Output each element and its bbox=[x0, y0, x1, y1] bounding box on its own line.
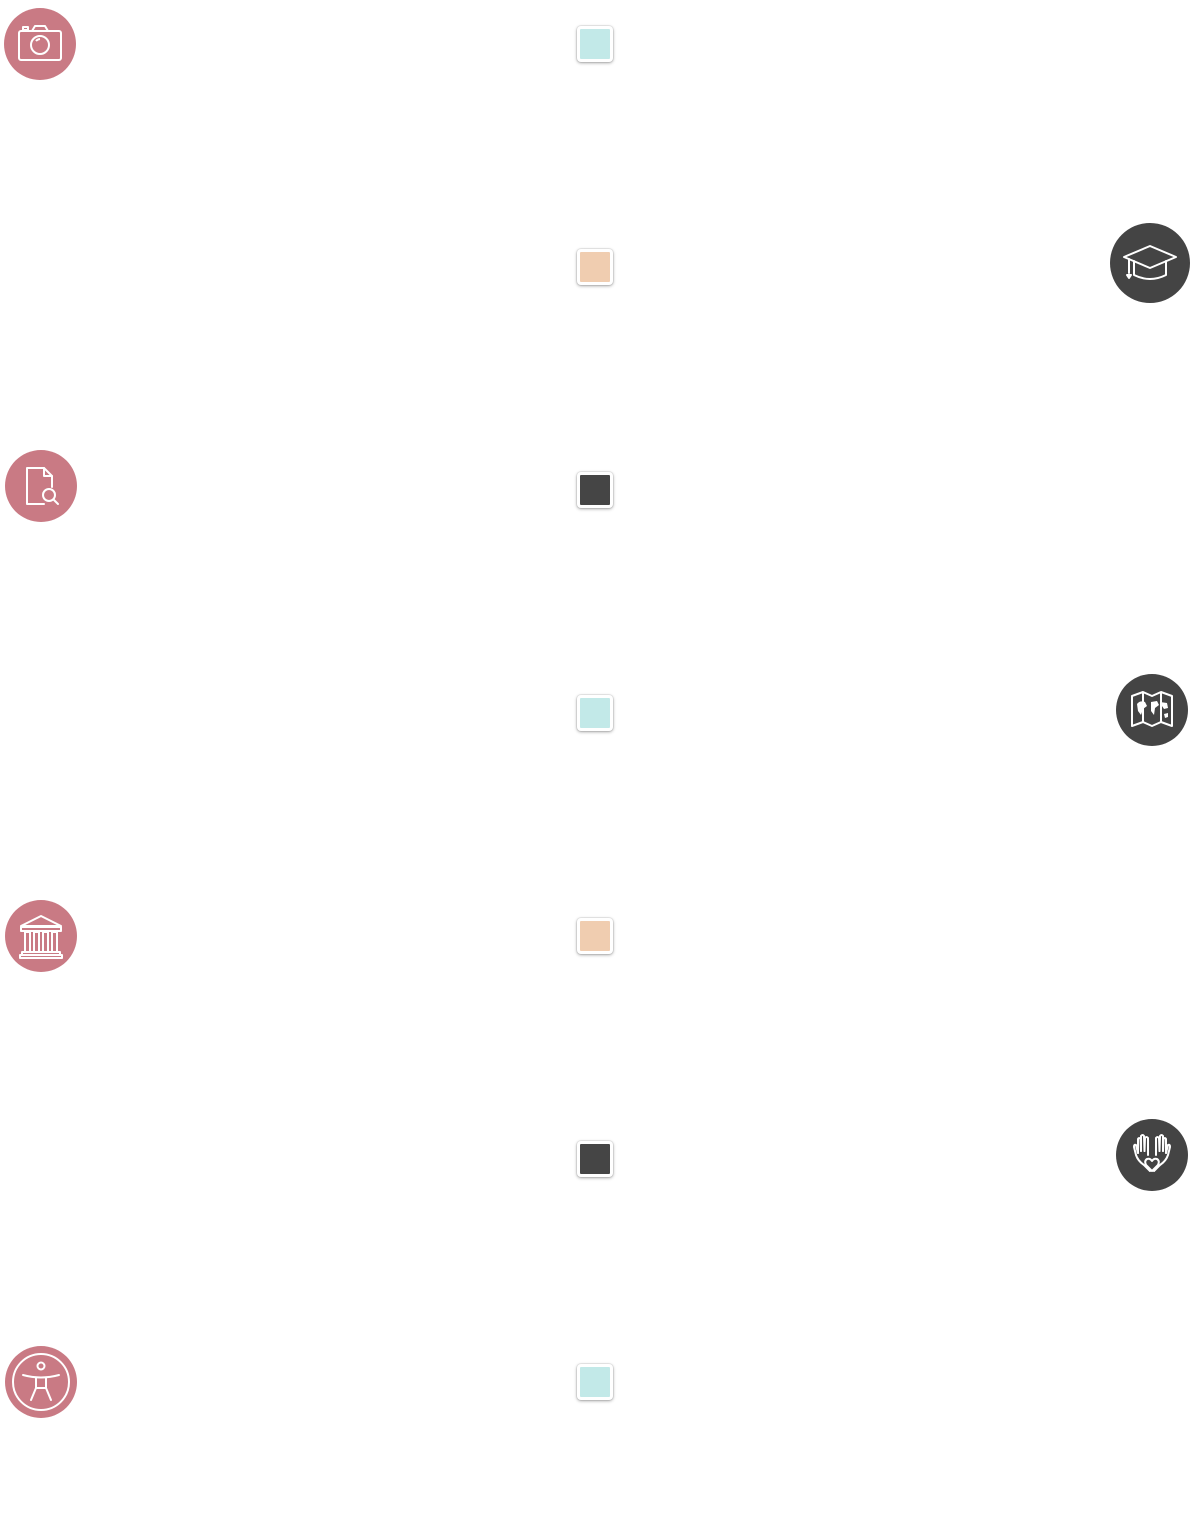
timeline-marker bbox=[577, 1364, 613, 1400]
museum-icon bbox=[5, 900, 77, 972]
hands-heart-icon bbox=[1116, 1119, 1188, 1191]
world-map-icon bbox=[1116, 674, 1188, 746]
graduation-cap-icon bbox=[1110, 223, 1190, 303]
camera-icon bbox=[4, 8, 76, 80]
timeline-marker bbox=[577, 918, 613, 954]
timeline-marker bbox=[577, 695, 613, 731]
timeline-marker bbox=[577, 1141, 613, 1177]
accessibility-icon bbox=[5, 1346, 77, 1418]
timeline-marker bbox=[577, 26, 613, 62]
timeline-marker bbox=[577, 472, 613, 508]
timeline-marker bbox=[577, 249, 613, 285]
document-search-icon bbox=[5, 450, 77, 522]
